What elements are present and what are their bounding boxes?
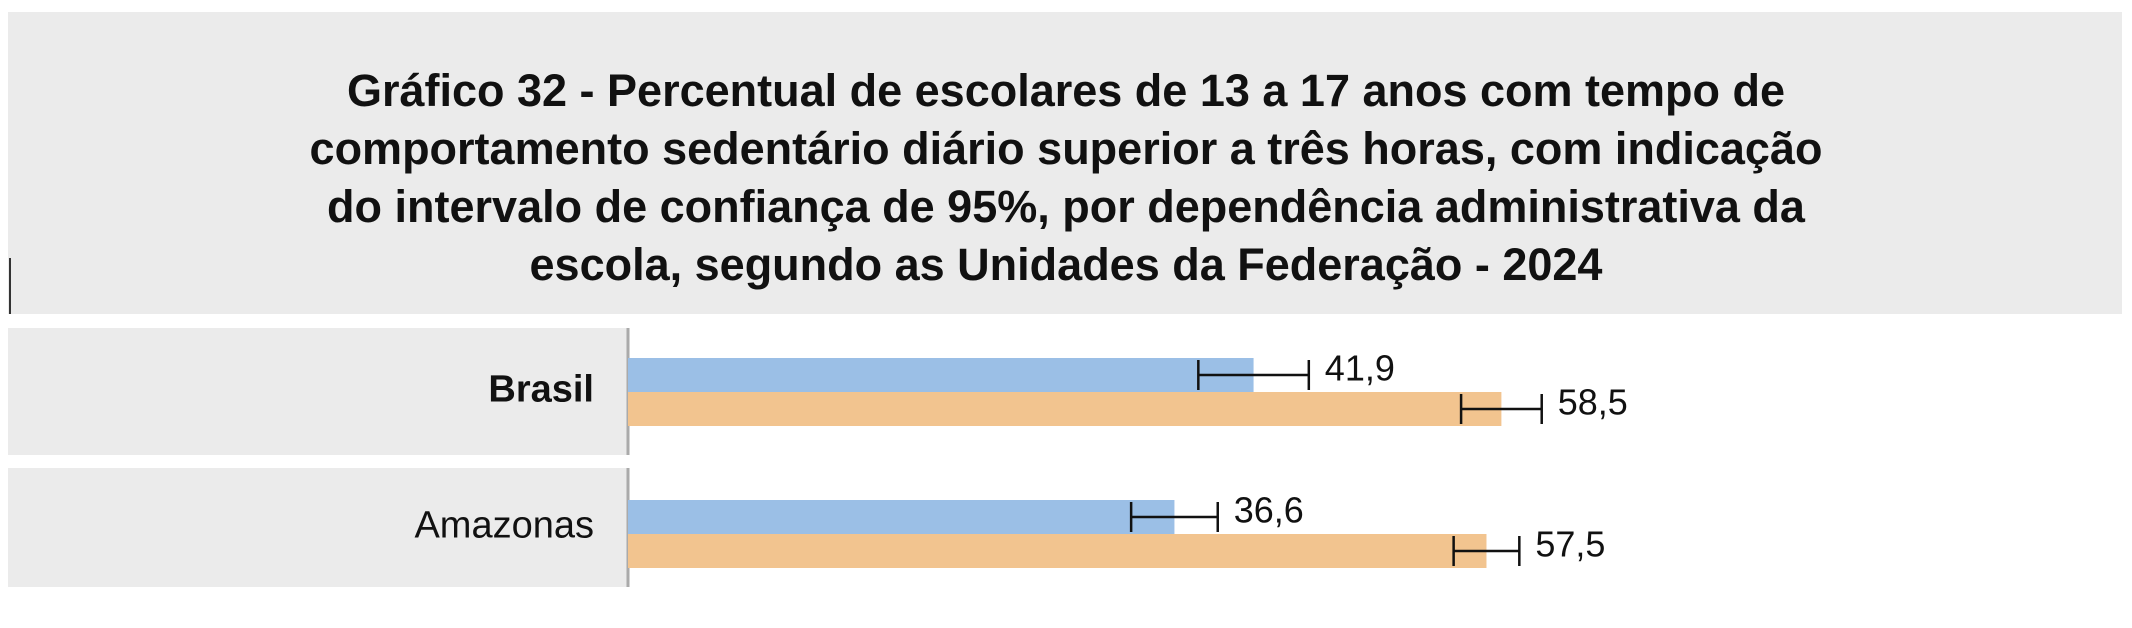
plot: Brasil 41,9 58,5 Amazonas 36,6 57,5 [8, 328, 1628, 587]
category-label: Brasil [488, 369, 594, 411]
bar [628, 358, 1254, 392]
chart-title: Gráfico 32 - Percentual de escolares de … [347, 65, 1785, 116]
row-label-panel [8, 468, 628, 587]
title-group: Gráfico 32 - Percentual de escolares de … [310, 65, 1823, 290]
chart-title: comportamento sedentário diário superior… [310, 123, 1823, 174]
value-label: 57,5 [1535, 524, 1605, 565]
chart-title: escola, segundo as Unidades da Federação… [530, 239, 1603, 290]
error-bar [1452, 536, 1521, 566]
title-panel [8, 12, 2122, 314]
value-label: 41,9 [1325, 348, 1395, 389]
error-bar [1197, 360, 1311, 390]
chart-title: do intervalo de confiança de 95%, por de… [327, 181, 1806, 232]
value-label: 58,5 [1558, 382, 1628, 423]
bar [628, 392, 1502, 426]
error-bar [1129, 502, 1219, 532]
bar [628, 534, 1487, 568]
row-label-panel [8, 328, 628, 455]
bar [628, 500, 1175, 534]
error-bar [1459, 394, 1543, 424]
value-label: 36,6 [1234, 490, 1304, 531]
category-label: Amazonas [414, 505, 594, 547]
